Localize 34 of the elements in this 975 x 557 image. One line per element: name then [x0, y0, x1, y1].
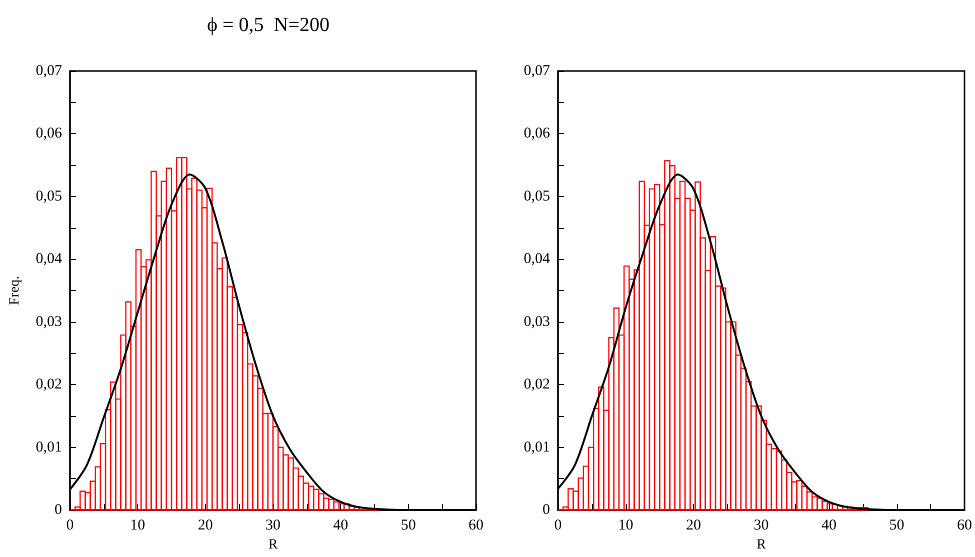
x-tick-label: 60	[468, 518, 484, 534]
x-tick-label: 10	[130, 518, 146, 534]
x-tick-label: 40	[333, 518, 348, 534]
x-tick-label: 10	[618, 518, 634, 534]
y-tick-label: 0,04	[36, 251, 62, 268]
x-tick-label: 50	[889, 518, 904, 534]
x-axis-title: R	[268, 538, 278, 552]
y-tick-label: 0,01	[36, 439, 62, 456]
y-tick-label: 0,07	[524, 63, 550, 79]
x-tick-label: 30	[266, 518, 280, 534]
y-tick-label: 0,03	[524, 314, 550, 330]
y-axis-title: Freq.	[8, 276, 22, 306]
y-tick-label: 0,02	[36, 376, 62, 393]
y-tick-label: 0,04	[524, 251, 550, 268]
x-tick-label: 30	[754, 518, 769, 534]
y-tick-label: 0	[54, 502, 62, 518]
y-tick-label: 0,05	[36, 188, 62, 204]
y-tick-label: 0,06	[36, 126, 62, 142]
x-tick-label: 0	[554, 518, 562, 534]
y-tick-label: 0,05	[524, 188, 550, 204]
y-tick-label: 0	[542, 502, 550, 518]
y-tick-label: 0,06	[524, 126, 550, 142]
y-tick-label: 0,03	[36, 314, 62, 330]
chart-title: ϕ = 0,5 N=200	[207, 14, 330, 36]
y-tick-label: 0,01	[524, 439, 550, 456]
y-tick-label: 0,07	[36, 63, 62, 79]
x-axis-title: R	[756, 538, 767, 552]
x-tick-label: 40	[822, 518, 836, 534]
x-tick-label: 60	[957, 518, 972, 534]
y-tick-label: 0,02	[524, 376, 550, 393]
x-tick-label: 0	[66, 518, 74, 534]
x-tick-label: 50	[400, 518, 416, 534]
x-tick-label: 20	[686, 518, 701, 534]
x-tick-label: 20	[198, 518, 213, 534]
